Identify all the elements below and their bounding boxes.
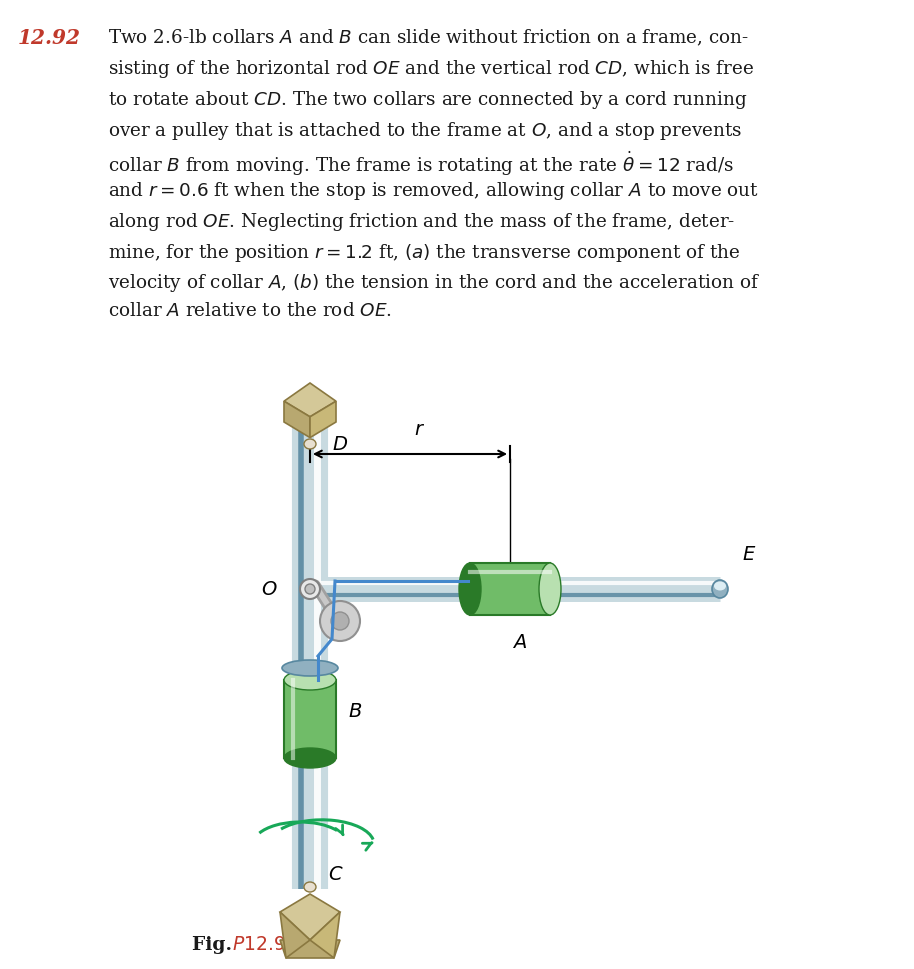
Text: collar $A$ relative to the rod $OE$.: collar $A$ relative to the rod $OE$. <box>108 302 392 320</box>
Text: along rod $OE$. Neglecting friction and the mass of the frame, deter-: along rod $OE$. Neglecting friction and … <box>108 211 736 233</box>
Text: $A$: $A$ <box>513 634 527 651</box>
Text: mine, for the position $r = 1.2$ ft, $(a)$ the transverse component of the: mine, for the position $r = 1.2$ ft, $(a… <box>108 241 740 264</box>
Polygon shape <box>280 940 340 958</box>
Ellipse shape <box>304 882 316 892</box>
Polygon shape <box>280 894 340 940</box>
Text: $B$: $B$ <box>348 703 362 720</box>
Text: $P12.92$: $P12.92$ <box>232 935 297 953</box>
Polygon shape <box>310 402 336 438</box>
Polygon shape <box>284 402 310 438</box>
Text: velocity of collar $A$, $(b)$ the tension in the cord and the acceleration of: velocity of collar $A$, $(b)$ the tensio… <box>108 271 760 294</box>
Ellipse shape <box>284 671 336 690</box>
Text: to rotate about $CD$. The two collars are connected by a cord running: to rotate about $CD$. The two collars ar… <box>108 89 748 110</box>
Ellipse shape <box>459 563 481 615</box>
Ellipse shape <box>539 563 561 615</box>
Ellipse shape <box>320 602 360 641</box>
Ellipse shape <box>284 748 336 768</box>
Ellipse shape <box>304 440 316 450</box>
Ellipse shape <box>305 584 315 594</box>
Text: $C$: $C$ <box>328 865 344 883</box>
Text: over a pulley that is attached to the frame at $O$, and a stop prevents: over a pulley that is attached to the fr… <box>108 119 742 141</box>
Text: Two 2.6-lb collars $A$ and $B$ can slide without friction on a frame, con-: Two 2.6-lb collars $A$ and $B$ can slide… <box>108 28 749 48</box>
Ellipse shape <box>331 612 349 631</box>
Polygon shape <box>470 563 550 615</box>
Text: $r$: $r$ <box>414 420 426 439</box>
Text: Fig.: Fig. <box>192 935 239 953</box>
Ellipse shape <box>300 579 320 600</box>
Polygon shape <box>310 912 340 958</box>
Text: sisting of the horizontal rod $OE$ and the vertical rod $CD$, which is free: sisting of the horizontal rod $OE$ and t… <box>108 58 754 80</box>
Polygon shape <box>284 680 336 758</box>
Text: and $r = 0.6$ ft when the stop is removed, allowing collar $A$ to move out: and $r = 0.6$ ft when the stop is remove… <box>108 180 759 203</box>
Ellipse shape <box>282 660 338 676</box>
Polygon shape <box>280 912 310 958</box>
Polygon shape <box>284 384 336 418</box>
Text: 12.92: 12.92 <box>18 28 81 47</box>
Text: $E$: $E$ <box>742 546 756 563</box>
Text: $O$: $O$ <box>261 580 278 599</box>
Ellipse shape <box>712 580 728 599</box>
Ellipse shape <box>714 582 726 591</box>
Text: $D$: $D$ <box>332 435 348 453</box>
Text: collar $B$ from moving. The frame is rotating at the rate $\dot{\theta} = 12$ ra: collar $B$ from moving. The frame is rot… <box>108 150 734 178</box>
